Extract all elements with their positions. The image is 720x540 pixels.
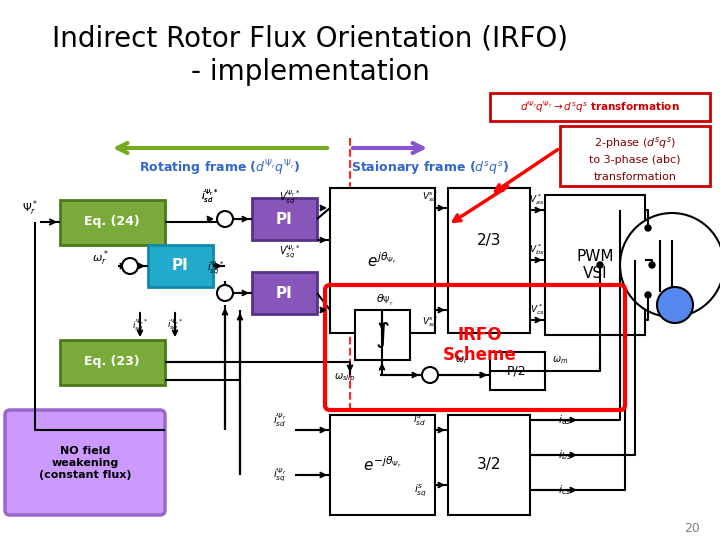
Text: $V_{sd}^{s*}$: $V_{sd}^{s*}$ <box>422 314 438 329</box>
FancyBboxPatch shape <box>60 200 165 245</box>
Text: $i_{sq}^{\Psi_r*}$: $i_{sq}^{\Psi_r*}$ <box>167 317 183 333</box>
Text: PI: PI <box>171 259 189 273</box>
Text: $V_{as}^*$: $V_{as}^*$ <box>529 193 544 207</box>
Circle shape <box>217 211 233 227</box>
Text: $V_{sd}^{\Psi_r*}$: $V_{sd}^{\Psi_r*}$ <box>279 188 301 206</box>
Text: $i_{sd}^{\Psi_r*}$: $i_{sd}^{\Psi_r*}$ <box>201 187 219 205</box>
Text: Rotating frame ($d^{\Psi_r}q^{\Psi_r}$): Rotating frame ($d^{\Psi_r}q^{\Psi_r}$) <box>140 158 300 178</box>
FancyBboxPatch shape <box>148 245 213 287</box>
Text: - implementation: - implementation <box>191 58 429 86</box>
FancyBboxPatch shape <box>60 340 165 385</box>
Text: PI: PI <box>276 212 292 226</box>
FancyBboxPatch shape <box>330 188 435 333</box>
Text: Indirect Rotor Flux Orientation (IRFO): Indirect Rotor Flux Orientation (IRFO) <box>52 24 568 52</box>
Text: $V_{sq}^{s*}$: $V_{sq}^{s*}$ <box>422 189 438 205</box>
FancyBboxPatch shape <box>252 272 317 314</box>
FancyBboxPatch shape <box>252 198 317 240</box>
Text: $i_{sd}^{\Psi_r*}$: $i_{sd}^{\Psi_r*}$ <box>201 187 219 205</box>
Circle shape <box>645 225 651 231</box>
Text: IRFO
Scheme: IRFO Scheme <box>443 326 517 365</box>
Text: P/2: P/2 <box>507 364 527 377</box>
FancyBboxPatch shape <box>490 352 545 390</box>
Text: $i_{sq}^{s}$: $i_{sq}^{s}$ <box>413 482 426 498</box>
Text: to 3-phase (abc): to 3-phase (abc) <box>589 155 680 165</box>
FancyBboxPatch shape <box>355 310 410 360</box>
FancyBboxPatch shape <box>330 415 435 515</box>
Text: $e^{-j\theta_{\Psi_r}}$: $e^{-j\theta_{\Psi_r}}$ <box>363 456 402 474</box>
FancyBboxPatch shape <box>490 93 710 121</box>
Text: $i_{sd}^{\Psi_r*}$: $i_{sd}^{\Psi_r*}$ <box>132 317 148 333</box>
Text: 2/3: 2/3 <box>477 233 501 247</box>
Text: PWM
VSI: PWM VSI <box>576 249 613 281</box>
Text: NO field
weakening
(constant flux): NO field weakening (constant flux) <box>39 447 131 480</box>
Text: 3/2: 3/2 <box>477 457 501 472</box>
Text: 20: 20 <box>684 522 700 535</box>
Text: transformation: transformation <box>593 172 677 182</box>
Text: $V_{cs}^*$: $V_{cs}^*$ <box>530 302 544 318</box>
Text: $i_{sq}^{\Psi_r*}$: $i_{sq}^{\Psi_r*}$ <box>207 259 225 276</box>
Text: $V_{bs}^*$: $V_{bs}^*$ <box>529 242 544 258</box>
Circle shape <box>620 213 720 317</box>
Text: $i_{sd}^{\Psi_r}$: $i_{sd}^{\Psi_r}$ <box>273 411 287 429</box>
Text: $i_{sd}^{s}$: $i_{sd}^{s}$ <box>413 413 427 428</box>
Text: $\theta_{\Psi_r}$: $\theta_{\Psi_r}$ <box>377 293 394 308</box>
Circle shape <box>649 262 655 268</box>
Text: $V_{sq}^{\Psi_r*}$: $V_{sq}^{\Psi_r*}$ <box>279 244 301 261</box>
Text: $d^{\Psi_r}q^{\Psi_r} \rightarrow d^sq^s$ transformation: $d^{\Psi_r}q^{\Psi_r} \rightarrow d^sq^s… <box>520 99 680 115</box>
Circle shape <box>657 287 693 323</box>
FancyBboxPatch shape <box>5 410 165 515</box>
FancyBboxPatch shape <box>448 415 530 515</box>
Text: $i_{sq}^{\Psi_r}$: $i_{sq}^{\Psi_r}$ <box>273 467 287 484</box>
Text: $i_{as}$: $i_{as}$ <box>558 413 572 427</box>
Circle shape <box>422 367 438 383</box>
Circle shape <box>597 262 603 268</box>
Text: $i_{bs}$: $i_{bs}$ <box>558 448 572 462</box>
Text: $\omega_{slip}$: $\omega_{slip}$ <box>334 372 356 384</box>
Text: $\int$: $\int$ <box>374 320 390 350</box>
Text: $\omega_r^*$: $\omega_r^*$ <box>91 248 109 268</box>
Text: $i_{cs}$: $i_{cs}$ <box>559 483 572 497</box>
Text: PI: PI <box>276 286 292 300</box>
Circle shape <box>217 285 233 301</box>
Text: $e^{j\theta_{\Psi_r}}$: $e^{j\theta_{\Psi_r}}$ <box>367 252 397 271</box>
Circle shape <box>645 292 651 298</box>
Text: Eq. (24): Eq. (24) <box>84 215 140 228</box>
Text: $\omega_m$: $\omega_m$ <box>552 354 568 366</box>
Text: $\omega_r$: $\omega_r$ <box>455 354 469 366</box>
Text: $\Psi_r^*$: $\Psi_r^*$ <box>22 198 38 218</box>
FancyBboxPatch shape <box>560 126 710 186</box>
Text: Staionary frame ($d^sq^s$): Staionary frame ($d^sq^s$) <box>351 159 509 177</box>
Text: Eq. (23): Eq. (23) <box>84 355 140 368</box>
Text: 2-phase ($d^sq^s$): 2-phase ($d^sq^s$) <box>594 135 676 151</box>
FancyBboxPatch shape <box>545 195 645 335</box>
Circle shape <box>122 258 138 274</box>
FancyBboxPatch shape <box>448 188 530 333</box>
